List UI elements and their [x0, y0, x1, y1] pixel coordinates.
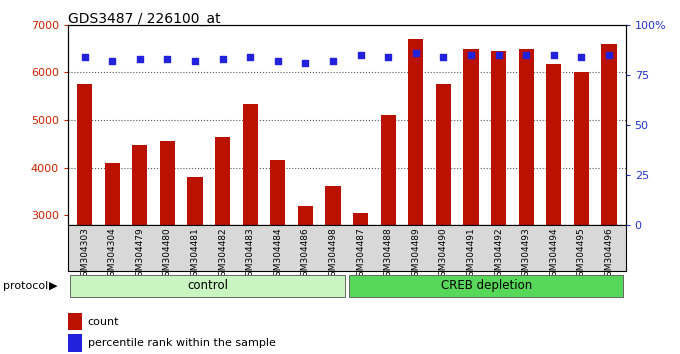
Text: GSM304482: GSM304482 [218, 227, 227, 282]
Text: GSM304488: GSM304488 [384, 227, 393, 282]
Text: GDS3487 / 226100_at: GDS3487 / 226100_at [68, 12, 220, 27]
Point [521, 52, 532, 58]
Point [162, 56, 173, 62]
Text: GSM304304: GSM304304 [107, 227, 117, 282]
Point [493, 52, 504, 58]
Bar [491, 51, 506, 225]
Bar [546, 64, 562, 225]
Text: GSM304481: GSM304481 [190, 227, 199, 282]
Point [466, 52, 477, 58]
Bar [243, 104, 258, 225]
Text: GSM304484: GSM304484 [273, 227, 282, 282]
FancyBboxPatch shape [70, 275, 345, 297]
Text: GSM304487: GSM304487 [356, 227, 365, 282]
Point [604, 52, 615, 58]
Bar [188, 177, 203, 225]
Text: GSM304492: GSM304492 [494, 227, 503, 282]
Text: GSM304486: GSM304486 [301, 227, 310, 282]
Point [410, 50, 421, 56]
Text: ▶: ▶ [49, 281, 57, 291]
Bar [574, 72, 589, 225]
Bar [270, 160, 286, 225]
Bar [105, 163, 120, 225]
Point [273, 58, 284, 64]
Bar [298, 206, 313, 225]
Text: percentile rank within the sample: percentile rank within the sample [88, 338, 275, 348]
Text: GSM304495: GSM304495 [577, 227, 586, 282]
Point [245, 54, 256, 59]
Text: GSM304483: GSM304483 [245, 227, 255, 282]
Bar [601, 44, 617, 225]
Text: GSM304491: GSM304491 [466, 227, 475, 282]
Bar [68, 334, 82, 352]
Bar [353, 213, 368, 225]
Bar [436, 84, 451, 225]
Point [576, 54, 587, 59]
Text: GSM304303: GSM304303 [80, 227, 89, 282]
Text: GSM304493: GSM304493 [522, 227, 530, 282]
Bar [215, 137, 230, 225]
Text: GSM304480: GSM304480 [163, 227, 172, 282]
Bar [132, 145, 148, 225]
Point [300, 60, 311, 65]
Bar [464, 48, 479, 225]
Point [548, 52, 559, 58]
Text: control: control [187, 279, 228, 292]
Point [190, 58, 201, 64]
Bar [408, 39, 424, 225]
Point [328, 58, 339, 64]
Bar [68, 313, 82, 330]
Text: GSM304494: GSM304494 [549, 227, 558, 282]
FancyBboxPatch shape [349, 275, 624, 297]
Point [383, 54, 394, 59]
Text: GSM304489: GSM304489 [411, 227, 420, 282]
Text: protocol: protocol [3, 281, 49, 291]
Text: GSM304479: GSM304479 [135, 227, 144, 282]
Bar [77, 84, 92, 225]
Text: count: count [88, 317, 119, 327]
Text: GSM304490: GSM304490 [439, 227, 448, 282]
Point [107, 58, 118, 64]
Point [79, 54, 90, 59]
Point [355, 52, 366, 58]
Point [135, 56, 146, 62]
Bar [326, 186, 341, 225]
Bar [519, 48, 534, 225]
Bar [381, 115, 396, 225]
Point [217, 56, 228, 62]
Bar [160, 141, 175, 225]
Text: GSM304498: GSM304498 [328, 227, 337, 282]
Text: CREB depletion: CREB depletion [441, 279, 532, 292]
Point [438, 54, 449, 59]
Text: GSM304496: GSM304496 [605, 227, 613, 282]
